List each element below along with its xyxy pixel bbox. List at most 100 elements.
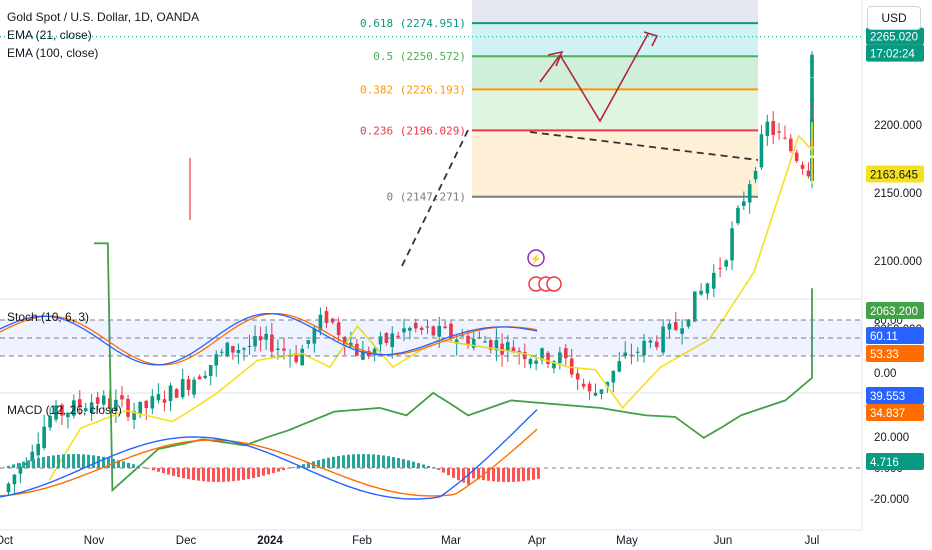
candle-body [126, 398, 130, 417]
macd-histogram-bar [332, 456, 335, 468]
macd-histogram-bar [202, 468, 205, 482]
candle-body [629, 354, 634, 356]
candle-body [12, 474, 17, 485]
candle-body [231, 346, 235, 353]
candle-body [156, 394, 161, 401]
macd-histogram-bar [302, 464, 305, 468]
candle-body [617, 361, 622, 372]
candle-body [219, 351, 224, 353]
macd-histogram-bar [292, 467, 295, 468]
macd-histogram-bar [127, 462, 130, 468]
candle-body [378, 336, 383, 345]
macd-histogram-bar [122, 461, 125, 468]
candle-body [101, 395, 106, 405]
stoch-d-pill: 53.33 [870, 349, 899, 361]
macd-histogram-bar [257, 468, 260, 477]
macd-histogram-bar [362, 454, 365, 468]
candle-body [471, 338, 476, 348]
candle-body [724, 260, 729, 267]
candle-body [30, 451, 35, 462]
candle-body [276, 348, 280, 350]
time-axis-label: Mar [441, 535, 461, 547]
macd-histogram-bar [452, 468, 455, 478]
macd-histogram-bar [62, 454, 65, 468]
macd-axis-label: -20.000 [870, 494, 909, 506]
candle-body [711, 272, 716, 289]
ema21-pill: 2163.645 [870, 169, 918, 181]
macd-histogram-bar [12, 464, 15, 468]
candle-body [443, 326, 447, 328]
candle-body [540, 348, 544, 361]
currency-selector[interactable]: USD [867, 6, 921, 30]
macd-histogram-bar [422, 464, 425, 468]
candle-body [449, 323, 453, 339]
symbol-title: Gold Spot / U.S. Dollar, 1D, OANDA [7, 10, 200, 24]
candle-body [806, 170, 811, 177]
price-axis-label: 2100.000 [874, 256, 922, 268]
projection-arrowhead [547, 50, 564, 67]
candle-body [699, 290, 703, 295]
candle-body [730, 228, 734, 261]
macd-histogram-bar [47, 456, 50, 468]
macd-histogram-bar [247, 468, 250, 480]
macd-histogram-bar [142, 467, 145, 468]
macd-histogram-bar [327, 457, 330, 468]
ema21-legend: EMA (21, close) [7, 28, 92, 42]
ema100-legend: EMA (100, close) [7, 46, 99, 60]
countdown-pill: 17:02:24 [870, 49, 915, 61]
candle-body [794, 152, 799, 161]
macd-histogram-bar [527, 468, 530, 481]
macd-histogram-bar [232, 468, 235, 482]
macd-histogram-bar [512, 468, 515, 482]
macd-histogram-bar [22, 461, 25, 468]
candle-body [390, 333, 395, 347]
candle-body [18, 466, 23, 474]
candle-body [324, 311, 329, 323]
candle-body [108, 398, 112, 409]
candle-body [569, 358, 574, 375]
stoch-axis-label: 0.00 [874, 368, 896, 380]
macd-histogram-bar [497, 468, 500, 482]
projection-arrow [539, 54, 561, 83]
stoch-k-line [0, 312, 538, 366]
time-axis-label: Oct [0, 535, 14, 547]
candle-body [258, 336, 263, 341]
macd-histogram-bar [532, 468, 535, 480]
candle-body [771, 120, 775, 135]
time-axis-label: 2024 [257, 535, 283, 547]
macd-histogram-bar [187, 468, 190, 480]
signal-value-pill-bg [866, 404, 924, 421]
macd-histogram-bar [412, 461, 415, 468]
candle-body [306, 340, 311, 344]
candle-body [330, 318, 335, 323]
macd-histogram-bar [162, 468, 165, 474]
macd-histogram-bar [402, 459, 405, 468]
time-axis-label: Apr [528, 535, 546, 547]
time-axis-label: Dec [176, 535, 197, 547]
candle-body [138, 401, 142, 414]
candle-body [789, 138, 793, 152]
candle-body [48, 416, 52, 428]
candle-body [765, 121, 770, 136]
candle-body [686, 319, 691, 327]
macd-histogram-bar [297, 465, 300, 468]
hist-value-pill: 4.716 [870, 457, 899, 469]
candle-body [783, 137, 787, 139]
candle-body [270, 334, 274, 352]
candle-body [642, 340, 646, 356]
candle-body [203, 375, 207, 378]
macd-histogram-bar [197, 468, 200, 481]
candle-body [605, 381, 610, 387]
candle-body [810, 78, 814, 102]
macd-histogram-bar [492, 468, 495, 482]
event-marker [527, 249, 545, 267]
macd-histogram-bar [87, 454, 90, 468]
candle-body [437, 325, 442, 337]
candle-body [83, 408, 88, 412]
macd-histogram-bar [27, 460, 30, 468]
macd-histogram-bar [337, 455, 340, 468]
macd-histogram-bar [467, 468, 470, 485]
hist-value-pill-bg [866, 453, 924, 470]
macd-histogram-bar [517, 468, 520, 482]
